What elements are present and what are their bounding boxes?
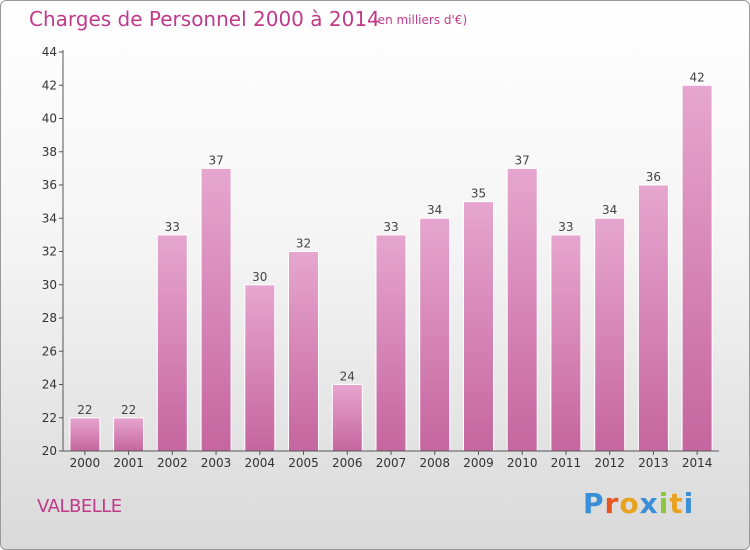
bar-2003	[200, 167, 232, 452]
x-tick-label-2000: 2000	[70, 456, 101, 470]
data-label-2001: 22	[121, 403, 136, 417]
y-tick-label-38: 38	[42, 145, 57, 159]
data-label-2011: 33	[558, 220, 573, 234]
data-label-2009: 35	[471, 187, 486, 201]
brand-letter: t	[669, 487, 684, 520]
proxiti-logo[interactable]: Proxiti	[583, 487, 694, 520]
bar-2010	[506, 167, 538, 452]
x-tick-label-2013: 2013	[638, 456, 669, 470]
bar-2009	[463, 201, 494, 452]
x-tick-label-2011: 2011	[551, 456, 582, 470]
brand-letter: o	[619, 487, 640, 520]
bar-2000	[69, 417, 101, 452]
y-tick-label-24: 24	[42, 378, 57, 392]
brand-letter: i	[683, 487, 695, 520]
data-label-2003: 37	[208, 153, 223, 167]
y-tick-label-34: 34	[42, 211, 57, 225]
chart-subtitle: (en milliers d'€)	[373, 13, 468, 27]
y-tick-label-32: 32	[42, 245, 57, 259]
data-label-2004: 30	[252, 270, 267, 284]
y-tick-label-20: 20	[42, 444, 57, 458]
bar-2006	[331, 384, 363, 452]
x-tick-label-2002: 2002	[157, 456, 188, 470]
bar-2012	[594, 217, 626, 452]
bar-2011	[550, 234, 582, 452]
x-tick-label-2001: 2001	[113, 456, 144, 470]
bars-group: 22 22 33 37 30 32 24 33 34 35 37 33 34 36 42	[69, 70, 713, 452]
x-tick-label-2004: 2004	[245, 456, 276, 470]
x-tick-label-2008: 2008	[419, 456, 450, 470]
data-label-2000: 22	[77, 403, 92, 417]
x-tick-label-2007: 2007	[376, 456, 407, 470]
bar-2007	[375, 234, 407, 452]
y-tick-label-42: 42	[42, 78, 57, 92]
y-tick-label-40: 40	[42, 112, 57, 126]
data-label-2005: 32	[296, 237, 311, 251]
data-label-2012: 34	[602, 203, 617, 217]
x-tick-label-2005: 2005	[288, 456, 319, 470]
y-tick-label-30: 30	[42, 278, 57, 292]
axes-group: 20 22 24 26 28 30 32 34 36 38 40 42 44 2000 2001 2002 20…	[42, 45, 719, 470]
x-tick-label-2010: 2010	[507, 456, 538, 470]
data-label-2013: 36	[646, 170, 661, 184]
data-label-2008: 34	[427, 203, 442, 217]
y-tick-label-28: 28	[42, 311, 57, 325]
x-tick-label-2014: 2014	[682, 456, 713, 470]
chart-title: Charges de Personnel 2000 à 2014	[29, 7, 380, 31]
x-tick-label-2003: 2003	[201, 456, 232, 470]
y-tick-label-36: 36	[42, 178, 57, 192]
bar-2005	[288, 251, 319, 452]
brand-letter: r	[604, 487, 620, 520]
brand-letter: P	[583, 487, 605, 520]
commune-name: VALBELLE	[37, 496, 122, 517]
bar-2013	[637, 184, 669, 452]
bar-2001	[113, 417, 145, 452]
y-tick-label-22: 22	[42, 411, 57, 425]
data-label-2002: 33	[165, 220, 180, 234]
bar-2002	[156, 234, 188, 452]
data-label-2014: 42	[689, 70, 704, 84]
bar-2004	[244, 284, 276, 452]
brand-letter: x	[639, 487, 659, 520]
x-tick-label-2006: 2006	[332, 456, 363, 470]
brand-letter: i	[658, 487, 670, 520]
x-tick-label-2012: 2012	[594, 456, 625, 470]
y-tick-label-26: 26	[42, 344, 57, 358]
y-tick-label-44: 44	[42, 45, 57, 59]
bar-2014	[681, 84, 713, 452]
data-label-2010: 37	[515, 153, 530, 167]
data-label-2006: 24	[340, 370, 355, 384]
data-label-2007: 33	[383, 220, 398, 234]
x-tick-label-2009: 2009	[463, 456, 494, 470]
bar-2008	[419, 217, 451, 452]
